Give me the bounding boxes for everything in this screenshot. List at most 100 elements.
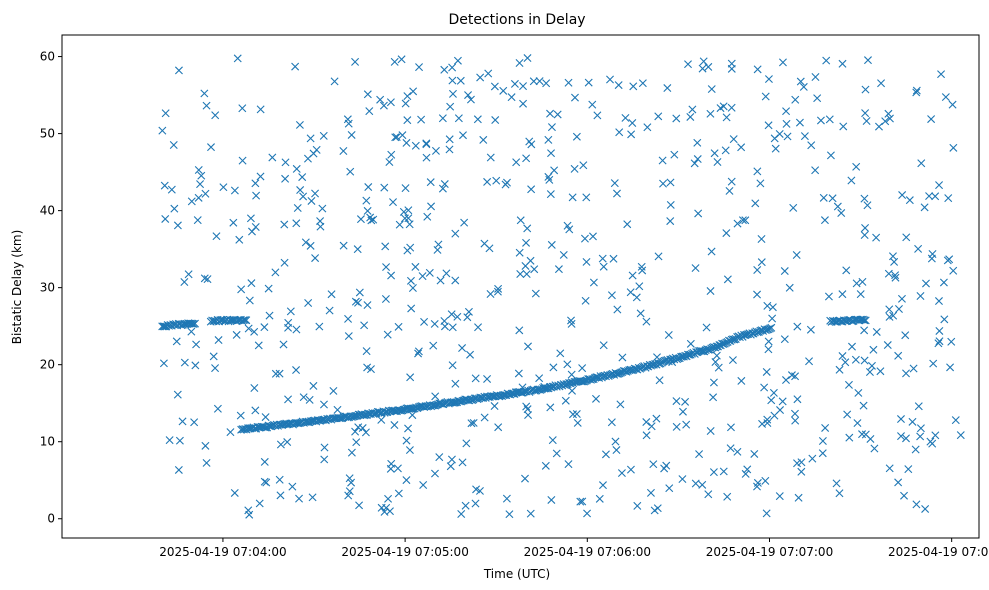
detection-point <box>180 358 189 367</box>
detection-point <box>327 290 336 299</box>
detection-point <box>584 78 593 87</box>
detection-point <box>420 317 429 326</box>
detection-point <box>663 84 672 93</box>
detection-point <box>414 347 423 356</box>
detection-point <box>929 359 938 368</box>
detection-point <box>333 405 342 414</box>
detection-point <box>353 245 362 254</box>
track-point <box>191 319 199 328</box>
detection-point <box>292 366 301 375</box>
detection-point <box>486 290 495 299</box>
detection-point <box>782 376 790 385</box>
detection-point <box>547 149 556 158</box>
detection-point <box>695 450 704 459</box>
detection-point <box>254 341 263 350</box>
detection-point <box>854 388 863 397</box>
detection-point <box>579 161 588 170</box>
detection-point <box>281 174 290 183</box>
detection-point <box>653 504 662 513</box>
detection-point <box>707 85 716 94</box>
detection-point <box>304 299 313 307</box>
detection-point <box>361 428 370 437</box>
track-point <box>240 315 249 324</box>
detection-point <box>203 275 212 284</box>
detection-point <box>201 189 210 198</box>
detection-point <box>434 240 443 249</box>
detection-point <box>934 297 943 306</box>
detection-point <box>947 337 956 346</box>
detection-point <box>460 218 469 227</box>
y-tick-label: 60 <box>40 50 55 64</box>
detection-point <box>409 87 418 96</box>
detection-point <box>843 410 852 419</box>
detection-point <box>230 186 239 195</box>
detection-point <box>459 131 467 140</box>
detection-point <box>521 474 529 483</box>
detection-point <box>174 465 183 474</box>
detection-point <box>200 89 209 98</box>
detection-point <box>480 413 489 422</box>
detection-point <box>246 214 255 223</box>
detection-point <box>912 88 921 97</box>
detection-point <box>885 114 894 123</box>
detection-point <box>237 285 246 294</box>
detection-point <box>522 270 531 279</box>
detection-point <box>541 461 550 470</box>
detection-point <box>811 166 820 175</box>
detection-point <box>688 105 697 114</box>
detection-point <box>726 444 735 453</box>
detection-point <box>599 262 608 271</box>
detection-point <box>672 422 681 431</box>
detection-point <box>770 411 779 420</box>
y-tick-label: 30 <box>40 281 55 295</box>
detection-point <box>351 427 360 436</box>
detection-point <box>173 390 182 399</box>
detection-point <box>384 494 393 503</box>
detection-point <box>706 287 715 296</box>
detection-point <box>654 252 663 261</box>
detection-point <box>422 140 431 149</box>
detection-point <box>941 93 950 102</box>
detection-point <box>329 386 338 395</box>
detection-point <box>550 166 559 175</box>
detection-point <box>914 402 923 411</box>
detection-point <box>346 167 355 176</box>
detection-point <box>170 204 179 213</box>
x-tick-label: 2025-04-19 07:07:00 <box>706 545 833 559</box>
detection-point <box>264 284 273 293</box>
detection-point <box>894 305 903 313</box>
detection-point <box>821 423 830 432</box>
detection-point <box>411 141 420 150</box>
detection-point <box>783 132 792 141</box>
detection-point <box>824 292 833 301</box>
detection-point <box>471 499 480 508</box>
detection-point <box>165 436 174 445</box>
detection-point <box>884 109 893 118</box>
track-point <box>242 316 251 325</box>
detection-point <box>200 274 209 283</box>
detection-point <box>202 458 211 467</box>
detection-point <box>753 266 762 275</box>
detection-point <box>638 79 647 88</box>
detection-point <box>462 439 471 448</box>
detection-point <box>430 319 439 328</box>
detection-point <box>461 501 470 510</box>
detection-point <box>861 85 870 94</box>
detection-point <box>402 436 411 445</box>
detection-point <box>172 337 181 346</box>
detection-point <box>484 69 493 78</box>
detection-point <box>197 171 206 180</box>
detection-point <box>524 342 532 351</box>
detection-point <box>245 510 254 519</box>
detection-point <box>595 494 604 503</box>
track-point <box>861 316 870 325</box>
detection-point <box>598 254 607 263</box>
detection-point <box>490 402 499 411</box>
detection-point <box>159 359 168 368</box>
detection-point <box>612 446 621 455</box>
detection-point <box>649 460 658 469</box>
detection-point <box>483 177 492 186</box>
detection-point <box>280 220 289 229</box>
detection-point <box>568 410 577 419</box>
track-point <box>336 414 345 423</box>
